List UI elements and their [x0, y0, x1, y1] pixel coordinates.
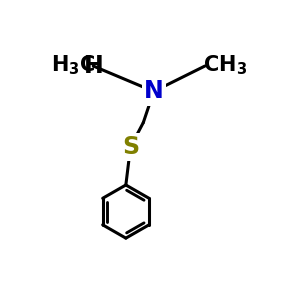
Text: S: S: [122, 135, 139, 159]
Text: N: N: [144, 80, 164, 103]
Text: $\mathdefault{H_3C}$: $\mathdefault{H_3C}$: [51, 53, 96, 77]
Text: $\mathdefault{CH_3}$: $\mathdefault{CH_3}$: [202, 53, 247, 77]
Text: H: H: [83, 54, 103, 78]
